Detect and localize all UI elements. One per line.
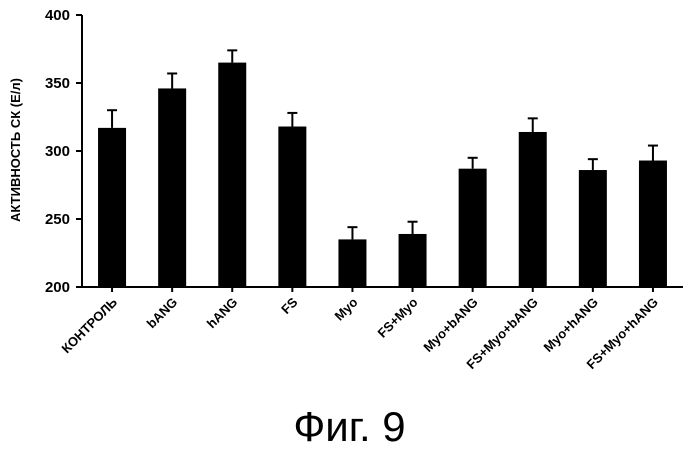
x-category-label: Myo+hANG xyxy=(541,295,601,355)
bar xyxy=(579,170,607,287)
y-tick-label: 250 xyxy=(45,211,70,228)
y-tick-label: 350 xyxy=(45,75,70,92)
x-category-label: bANG xyxy=(144,295,181,332)
x-category-label: FS+Myo xyxy=(375,294,421,340)
bar xyxy=(98,128,126,287)
bar xyxy=(218,63,246,287)
figure-caption: Фиг. 9 xyxy=(0,404,699,450)
bar xyxy=(399,234,427,287)
x-category-label: hANG xyxy=(204,295,241,332)
x-category-label: Myo xyxy=(332,294,361,323)
bar xyxy=(639,161,667,287)
x-category-label: FS xyxy=(278,294,301,317)
bar xyxy=(158,88,186,287)
bar xyxy=(519,132,547,287)
bar xyxy=(338,239,366,287)
x-category-label: КОНТРОЛЬ xyxy=(59,295,121,357)
y-tick-label: 200 xyxy=(45,279,70,296)
bar xyxy=(278,127,306,287)
y-axis-title: АКТИВНОСТЬ СК (Е/л) xyxy=(8,78,23,222)
bar xyxy=(459,169,487,287)
y-tick-label: 300 xyxy=(45,143,70,160)
x-category-label: Myo+bANG xyxy=(420,295,480,355)
y-tick-label: 400 xyxy=(45,7,70,24)
